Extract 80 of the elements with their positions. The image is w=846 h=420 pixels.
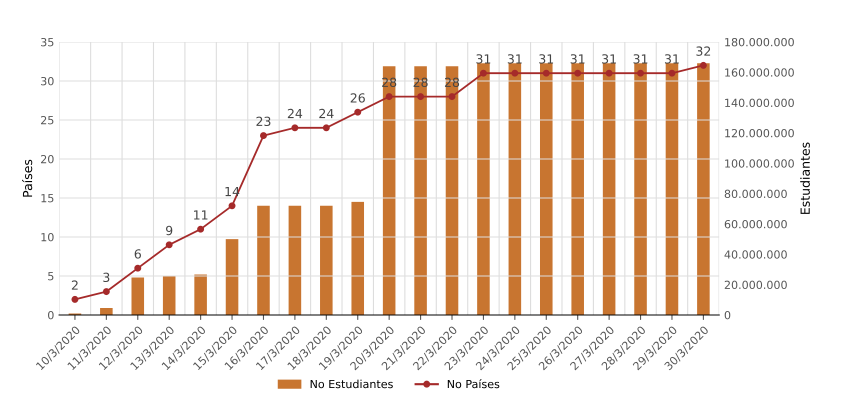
point bbox=[448, 93, 456, 100]
bar bbox=[131, 278, 144, 315]
bar bbox=[634, 63, 647, 315]
point bbox=[574, 70, 582, 77]
data-label: 31 bbox=[602, 54, 616, 64]
point bbox=[511, 70, 518, 77]
data-label: 3 bbox=[103, 272, 110, 282]
data-label: 31 bbox=[476, 54, 490, 64]
bar bbox=[571, 63, 584, 315]
point bbox=[417, 93, 424, 100]
y-tick-label: 0 bbox=[48, 310, 54, 320]
point bbox=[197, 226, 204, 233]
y-tick-label: 35 bbox=[41, 38, 54, 46]
point bbox=[322, 124, 330, 132]
y-tick-label: 30 bbox=[41, 76, 54, 86]
point bbox=[291, 124, 298, 132]
y2-axis-title: Estudiantes bbox=[800, 142, 810, 214]
point bbox=[480, 70, 487, 77]
data-label: 31 bbox=[570, 54, 584, 64]
y2-tick-label: 0 bbox=[724, 310, 730, 320]
y2-tick-label: 40.000.000 bbox=[724, 250, 787, 259]
data-label: 32 bbox=[696, 46, 710, 56]
legend-label: No Estudiantes bbox=[310, 380, 393, 388]
bar bbox=[257, 206, 270, 315]
point bbox=[228, 202, 236, 210]
data-label: 31 bbox=[508, 54, 522, 64]
data-label: 9 bbox=[166, 226, 172, 236]
y-axis-title: Países bbox=[22, 160, 32, 197]
y2-tick-label: 160.000.000 bbox=[725, 68, 794, 77]
data-label: 6 bbox=[134, 249, 141, 259]
point bbox=[102, 288, 110, 296]
bar bbox=[508, 63, 522, 315]
point bbox=[637, 70, 644, 77]
data-label: 24 bbox=[288, 108, 302, 118]
point bbox=[700, 62, 707, 69]
data-label: 24 bbox=[319, 108, 334, 118]
point bbox=[166, 241, 173, 248]
bar bbox=[162, 276, 176, 315]
bar bbox=[288, 206, 302, 315]
y2-tick-label: 60.000.000 bbox=[724, 220, 787, 228]
data-label: 31 bbox=[664, 54, 679, 64]
point bbox=[134, 264, 142, 272]
bar bbox=[446, 66, 458, 315]
y2-tick-label: 120.000.000 bbox=[725, 128, 794, 138]
bar bbox=[226, 239, 238, 315]
y2-tick-label: 20.000.000 bbox=[724, 280, 787, 290]
bar bbox=[540, 63, 553, 315]
y-tick-label: 10 bbox=[41, 232, 54, 242]
y2-tick-label: 180.000.000 bbox=[725, 38, 794, 46]
point bbox=[386, 93, 393, 100]
data-label: 2 bbox=[72, 280, 78, 290]
bar bbox=[194, 274, 207, 315]
bar bbox=[100, 308, 113, 315]
y-tick-label: 15 bbox=[41, 194, 54, 202]
y2-tick-label: 80.000.000 bbox=[724, 190, 787, 198]
bar bbox=[602, 63, 616, 315]
y2-tick-label: 140.000.000 bbox=[725, 98, 794, 108]
point bbox=[354, 108, 362, 116]
y-tick-label: 25 bbox=[41, 116, 54, 124]
y2-tick-label: 100.000.000 bbox=[725, 159, 794, 168]
data-label: 31 bbox=[634, 54, 648, 64]
bar bbox=[351, 202, 364, 315]
point bbox=[71, 296, 78, 303]
bar bbox=[697, 63, 710, 315]
point bbox=[606, 70, 613, 77]
data-label: 31 bbox=[539, 54, 554, 64]
data-label: 23 bbox=[256, 116, 270, 126]
bar bbox=[666, 63, 678, 315]
legend-label: No Países bbox=[448, 379, 500, 388]
data-label: 26 bbox=[350, 93, 365, 103]
point bbox=[668, 70, 676, 77]
bar bbox=[320, 206, 333, 315]
point bbox=[260, 132, 267, 140]
bar bbox=[414, 66, 427, 315]
point bbox=[542, 70, 550, 77]
y-tick-label: 5 bbox=[48, 272, 54, 280]
data-label: 11 bbox=[194, 210, 208, 220]
bar bbox=[477, 63, 490, 315]
y-tick-label: 20 bbox=[41, 154, 54, 164]
bar bbox=[382, 66, 396, 315]
